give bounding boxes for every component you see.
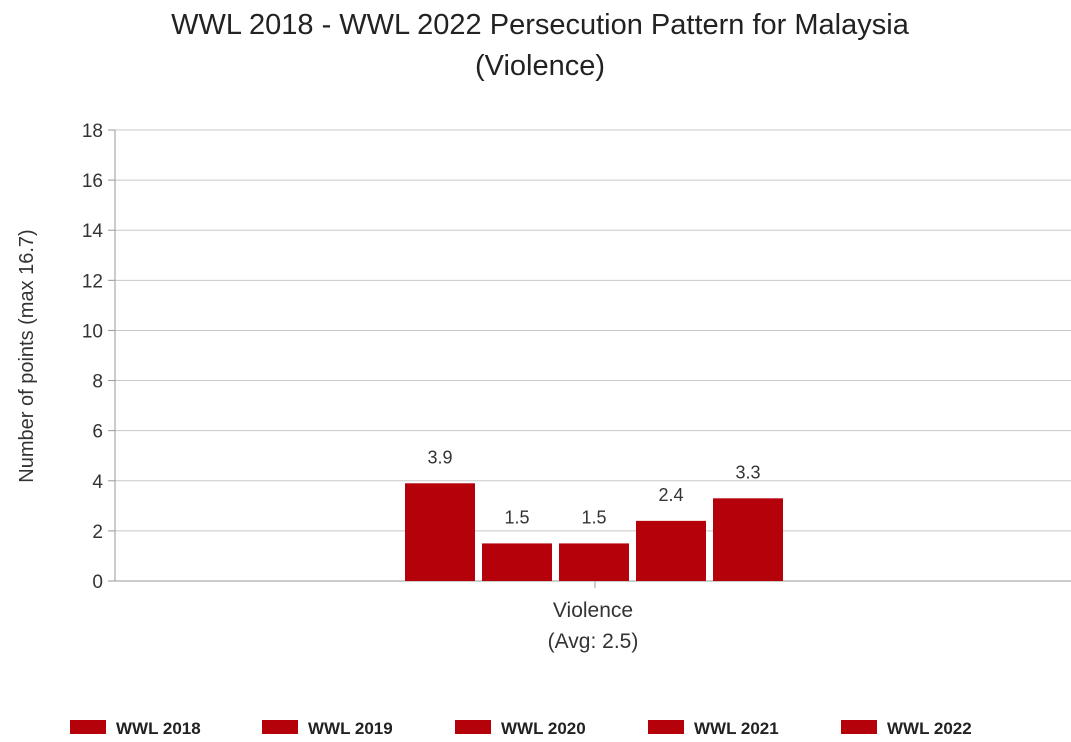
chart-title-line-2: (Violence) — [475, 50, 605, 82]
data-label: 1.5 — [504, 507, 529, 527]
chart-title-line-1: WWL 2018 - WWL 2022 Persecution Pattern … — [171, 9, 910, 41]
data-label: 3.3 — [735, 462, 760, 482]
x-category-sublabel: (Avg: 2.5) — [548, 630, 639, 653]
data-label: 2.4 — [658, 485, 683, 505]
legend-swatch — [648, 720, 684, 734]
y-tick-label: 0 — [92, 572, 103, 593]
data-label: 1.5 — [581, 507, 606, 527]
y-tick-label: 2 — [92, 522, 103, 543]
legend-entry: WWL 2019 — [308, 719, 393, 738]
y-tick-label: 12 — [82, 271, 103, 292]
legend-entry: WWL 2021 — [694, 719, 779, 738]
bar — [405, 483, 475, 581]
legend-swatch — [262, 720, 298, 734]
bars — [405, 483, 783, 581]
legend-swatch — [841, 720, 877, 734]
bar — [713, 498, 783, 581]
y-tick-label: 4 — [92, 472, 103, 493]
bar — [559, 543, 629, 581]
y-tick-label: 18 — [82, 121, 103, 142]
gridlines — [115, 129, 1071, 532]
legend-swatch — [70, 720, 106, 734]
legend-swatch — [455, 720, 491, 734]
bar — [636, 520, 706, 581]
legend-entry: WWL 2020 — [501, 719, 586, 738]
data-labels: 3.9 1.5 1.5 2.4 3.3 — [427, 447, 760, 527]
legend-entry: WWL 2022 — [887, 719, 972, 738]
y-tick-label: 10 — [82, 321, 103, 342]
y-tick-label: 16 — [82, 171, 103, 192]
y-axis-label: Number of points (max 16.7) — [16, 229, 38, 482]
y-axis-ticks: 0 2 4 6 8 10 12 14 16 18 — [82, 121, 115, 593]
legend: WWL 2018 WWL 2019 WWL 2020 WWL 2021 WWL 2022 — [70, 719, 972, 738]
y-tick-label: 14 — [82, 221, 104, 242]
data-label: 3.9 — [427, 447, 452, 467]
y-tick-label: 6 — [92, 422, 103, 443]
bar — [482, 543, 552, 581]
legend-entry: WWL 2018 — [116, 719, 201, 738]
y-tick-label: 8 — [92, 372, 103, 393]
x-category-label: Violence — [553, 599, 633, 622]
